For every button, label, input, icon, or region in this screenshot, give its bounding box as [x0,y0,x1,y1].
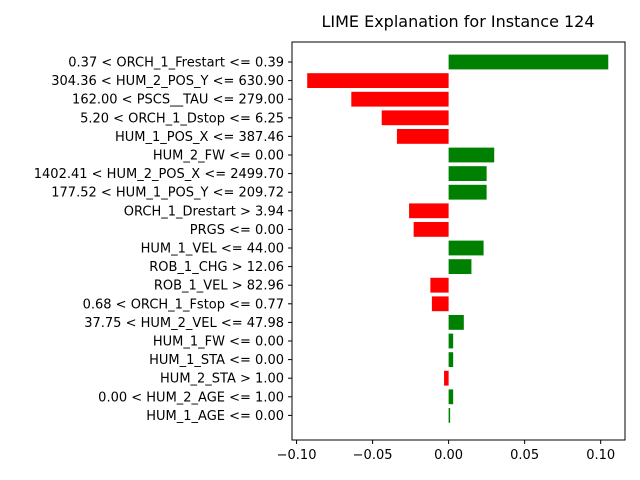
bar-9 [413,222,449,237]
x-tick-label-0: −0.10 [277,448,317,463]
bar-18 [448,389,454,405]
bar-7 [448,184,487,200]
category-label-17: HUM_2_STA > 1.00 [160,372,284,387]
category-label-7: 177.52 < HUM_1_POS_Y <= 209.72 [51,186,284,201]
category-label-13: 0.68 < ORCH_1_Fstop <= 0.77 [83,297,284,312]
bar-19 [448,408,451,423]
category-label-15: HUM_1_FW <= 0.00 [153,335,284,350]
bar-12 [430,277,449,293]
bar-3 [381,110,449,126]
category-label-0: 0.37 < ORCH_1_Frestart <= 0.39 [68,56,284,71]
category-label-12: ROB_1_VEL > 82.96 [154,279,284,294]
category-label-19: HUM_1_AGE <= 0.00 [146,409,284,424]
bar-14 [448,315,464,330]
plot-frame [291,41,626,441]
bars-group [307,54,609,423]
x-tick-label-4: 0.10 [586,448,615,463]
category-labels-group: 0.37 < ORCH_1_Frestart <= 0.39 304.36 < H… [34,56,292,424]
category-label-1: 304.36 < HUM_2_POS_Y <= 630.90 [51,74,284,89]
bar-16 [448,352,454,367]
category-label-8: ORCH_1_Drestart > 3.94 [124,204,284,219]
bar-0 [448,54,609,70]
category-label-2: 162.00 < PSCS__TAU <= 279.00 [72,93,284,108]
bar-10 [448,240,484,256]
category-label-5: HUM_2_FW <= 0.00 [153,149,284,164]
category-label-16: HUM_1_STA <= 0.00 [149,353,284,368]
bar-15 [448,333,454,349]
bar-1 [307,73,449,88]
bar-8 [409,203,449,219]
x-tick-label-2: 0.00 [434,448,463,463]
category-label-4: HUM_1_POS_X <= 387.46 [115,130,284,145]
x-tick-label-3: 0.05 [510,448,539,463]
category-label-18: 0.00 < HUM_2_AGE <= 1.00 [98,390,284,405]
category-label-11: ROB_1_CHG > 12.06 [149,260,284,275]
category-label-3: 5.20 < ORCH_1_Dstop <= 6.25 [80,111,284,126]
category-label-9: PRGS <= 0.00 [190,223,284,238]
category-label-14: 37.75 < HUM_2_VEL <= 47.98 [84,316,284,331]
chart-title: LIME Explanation for Instance 124 [321,12,594,31]
x-ticks-group: −0.10 −0.05 0.00 0.05 0.10 [277,440,615,463]
bar-17 [444,370,449,386]
bar-11 [448,259,472,274]
category-label-6: 1402.41 < HUM_2_POS_X <= 2499.70 [34,167,284,182]
bar-6 [448,166,487,181]
category-label-10: HUM_1_VEL <= 44.00 [141,242,284,257]
x-tick-label-1: −0.05 [353,448,393,463]
bar-4 [396,129,449,144]
bar-2 [351,91,449,107]
bar-5 [448,147,495,163]
bar-13 [431,296,449,312]
